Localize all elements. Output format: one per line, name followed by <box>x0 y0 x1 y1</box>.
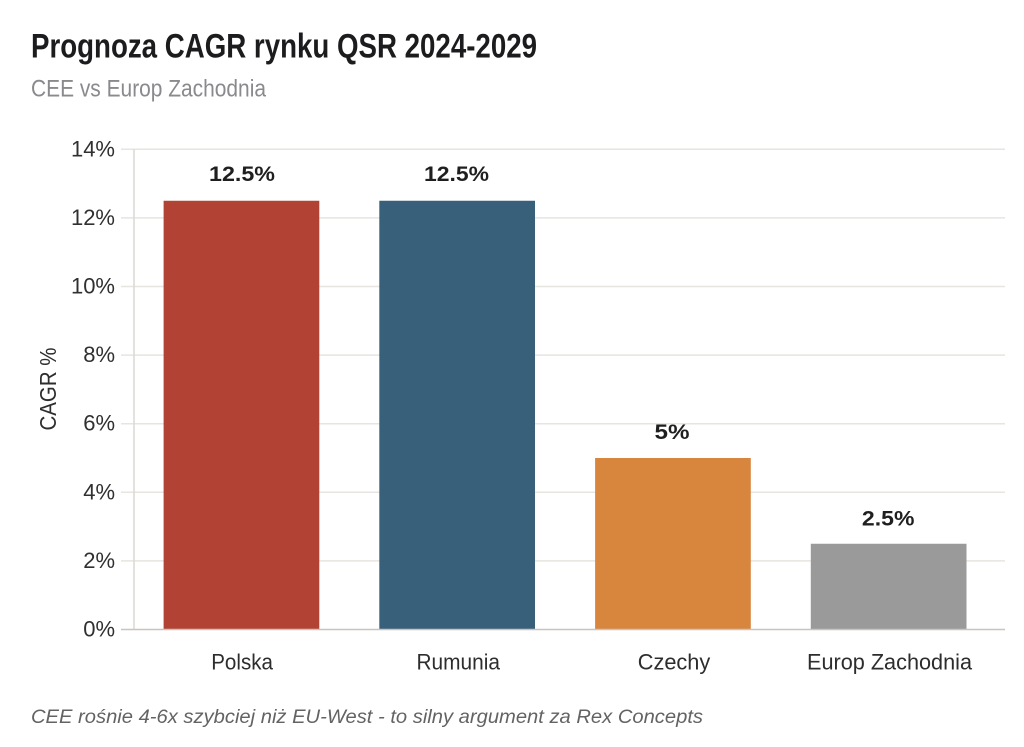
svg-text:2%: 2% <box>83 548 115 573</box>
svg-text:4%: 4% <box>83 479 115 504</box>
svg-text:10%: 10% <box>71 274 115 299</box>
svg-text:Czechy: Czechy <box>638 650 711 675</box>
svg-text:Europ Zachodnia: Europ Zachodnia <box>807 650 973 675</box>
svg-text:12%: 12% <box>71 205 115 230</box>
svg-text:Rumunia: Rumunia <box>416 650 500 675</box>
svg-text:8%: 8% <box>83 342 115 367</box>
svg-text:CEE rośnie 4-6x szybciej niż E: CEE rośnie 4-6x szybciej niż EU-West - t… <box>31 707 704 728</box>
svg-text:5%: 5% <box>655 421 690 444</box>
svg-text:2.5%: 2.5% <box>862 508 915 531</box>
svg-text:6%: 6% <box>83 411 115 436</box>
svg-text:12.5%: 12.5% <box>209 163 275 186</box>
svg-text:14%: 14% <box>71 136 115 161</box>
svg-text:0%: 0% <box>83 617 115 642</box>
svg-text:12.5%: 12.5% <box>424 163 489 186</box>
svg-text:CEE vs Europ Zachodnia: CEE vs Europ Zachodnia <box>31 76 267 103</box>
svg-text:Polska: Polska <box>211 650 274 675</box>
svg-text:Prognoza CAGR rynku QSR 2024-2: Prognoza CAGR rynku QSR 2024-2029 <box>31 27 537 65</box>
svg-text:CAGR %: CAGR % <box>35 348 61 431</box>
